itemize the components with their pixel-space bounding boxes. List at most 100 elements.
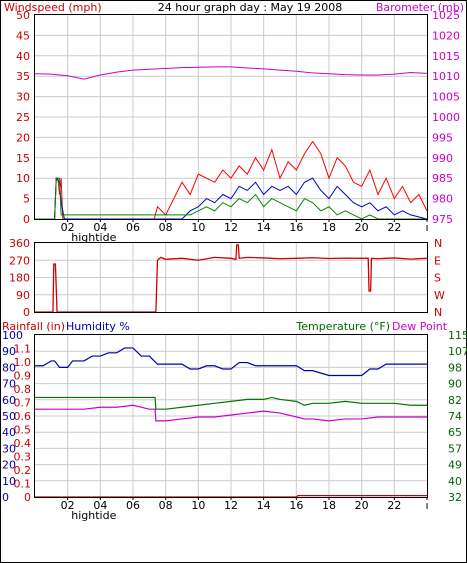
temperature-tick-label: 49 [448, 459, 462, 472]
wind-tick-label: 45 [16, 29, 30, 42]
barometer-tick-label: 1000 [432, 111, 460, 124]
x-tick-label: 06 [126, 499, 140, 512]
temperature-tick-label: 107 [448, 345, 467, 358]
dewpoint-line [35, 404, 427, 422]
barometer-tick-label: 1005 [432, 91, 460, 104]
barometer-tick-label: 985 [432, 172, 453, 185]
direction-tick-label: 90 [16, 289, 30, 302]
panel3-humidity-ticks: 0 10 20 30 40 50 60 70 80 90 100 [2, 329, 23, 504]
barometer-tick-label: 995 [432, 131, 453, 144]
direction-tick-label: 180 [9, 272, 30, 285]
temperature-tick-label: 57 [448, 442, 462, 455]
panel1-x-ticks: 02 04 06 08 10 12 14 16 18 20 22 ı [61, 219, 429, 234]
rainfall-label: Rainfall (in) [2, 320, 65, 333]
wind-tick-label: 50 [16, 9, 30, 22]
temperature-line [35, 396, 427, 410]
wind-tick-label: 5 [23, 193, 30, 206]
rainfall-tick-label: 0.5 [14, 424, 32, 437]
x-tick-label: 14 [257, 499, 271, 512]
temperature-tick-label: 74 [448, 410, 462, 423]
x-tick-label: 12 [224, 499, 238, 512]
panel3-temperature-ticks: 32 40 49 57 65 74 82 90 98 107 115 [448, 329, 467, 504]
compass-label: E [434, 254, 441, 267]
panel2-y-ticks: 0 90 180 270 360 [9, 237, 30, 319]
panel1-y2-ticks: 975 980 985 990 995 1000 1005 1010 1015 1020 1025 [432, 9, 460, 226]
x-tick-label: 20 [355, 221, 369, 234]
wind-low-line [35, 177, 427, 220]
panel1-grid [35, 15, 427, 219]
humidity-tick-label: 10 [2, 475, 16, 488]
barometer-tick-label: 990 [432, 152, 453, 165]
panel1-y-ticks: 0 5 10 15 20 25 30 35 40 45 50 [16, 9, 30, 226]
temperature-tick-label: 98 [448, 361, 462, 374]
x-tick-label: 06 [126, 221, 140, 234]
temperature-label: Temperature (°F) [295, 320, 390, 333]
compass-label: N [434, 237, 442, 250]
compass-label: W [434, 289, 445, 302]
hightide-label-top: hightide [71, 231, 116, 244]
x-tick-label: ı [425, 221, 428, 234]
rainfall-tick-label: 0.6 [14, 410, 32, 423]
x-tick-label: 08 [159, 499, 173, 512]
barometer-tick-label: 975 [432, 213, 453, 226]
panel3-rain-ticks: 00.10.20.30.40.50.60.70.80.91.01.1 [14, 343, 32, 505]
humidity-tick-label: 80 [2, 361, 16, 374]
humidity-tick-label: 20 [2, 459, 16, 472]
humidity-tick-label: 40 [2, 426, 16, 439]
temperature-tick-label: 40 [448, 475, 462, 488]
humidity-tick-label: 0 [2, 491, 9, 504]
temperature-tick-label: 65 [448, 426, 462, 439]
x-tick-label: 18 [322, 221, 336, 234]
x-tick-label: 02 [61, 499, 75, 512]
humidity-tick-label: 70 [2, 378, 16, 391]
wind-tick-label: 0 [23, 213, 30, 226]
x-tick-label: 22 [387, 221, 401, 234]
rainfall-tick-label: 0 [24, 491, 31, 504]
barometer-tick-label: 980 [432, 193, 453, 206]
temperature-tick-label: 115 [448, 329, 467, 342]
rainfall-tick-label: 1.0 [14, 356, 32, 369]
temperature-tick-label: 82 [448, 394, 462, 407]
panel2-grid [35, 243, 427, 312]
x-tick-label: 08 [159, 221, 173, 234]
rainfall-tick-label: 0.8 [14, 383, 32, 396]
rainfall-tick-label: 0.2 [14, 464, 32, 477]
compass-label: N [434, 306, 442, 319]
temperature-tick-label: 90 [448, 378, 462, 391]
wind-tick-label: 20 [16, 131, 30, 144]
humidity-label: Humidity % [66, 320, 130, 333]
panel3-x-ticks: 02 04 06 08 10 12 14 16 18 20 22 ı [61, 497, 429, 512]
wind-axis-label: Windspeed (mph) [4, 1, 102, 14]
rainfall-tick-label: 0.3 [14, 451, 32, 464]
barometer-line [34, 66, 428, 80]
direction-tick-label: 270 [9, 254, 30, 267]
wind-tick-label: 35 [16, 70, 30, 83]
humidity-line [35, 347, 427, 377]
x-tick-label: 10 [191, 499, 205, 512]
humidity-tick-label: 50 [2, 410, 16, 423]
barometer-tick-label: 1020 [432, 29, 460, 42]
barometer-tick-label: 1025 [432, 9, 460, 22]
chart-title: 24 hour graph day : May 19 2008 [158, 1, 343, 14]
x-tick-label: 12 [224, 221, 238, 234]
rainfall-tick-label: 0.7 [14, 397, 32, 410]
x-tick-label: 04 [93, 499, 107, 512]
rainfall-tick-label: 0.9 [14, 370, 32, 383]
temperature-tick-label: 32 [448, 491, 462, 504]
hightide-label-bottom: hightide [71, 509, 116, 522]
x-tick-label: 16 [289, 499, 303, 512]
humidity-tick-label: 90 [2, 345, 16, 358]
rainfall-tick-label: 0.1 [14, 478, 32, 491]
rainfall-tick-label: 1.1 [14, 343, 32, 356]
humidity-tick-label: 100 [2, 329, 23, 342]
humidity-tick-label: 30 [2, 442, 16, 455]
dewpoint-label: Dew Point [392, 320, 448, 333]
x-tick-label: ı [425, 499, 428, 512]
x-tick-label: 14 [257, 221, 271, 234]
wind-tick-label: 10 [16, 172, 30, 185]
direction-tick-label: 360 [9, 237, 30, 250]
x-tick-label: 18 [322, 499, 336, 512]
